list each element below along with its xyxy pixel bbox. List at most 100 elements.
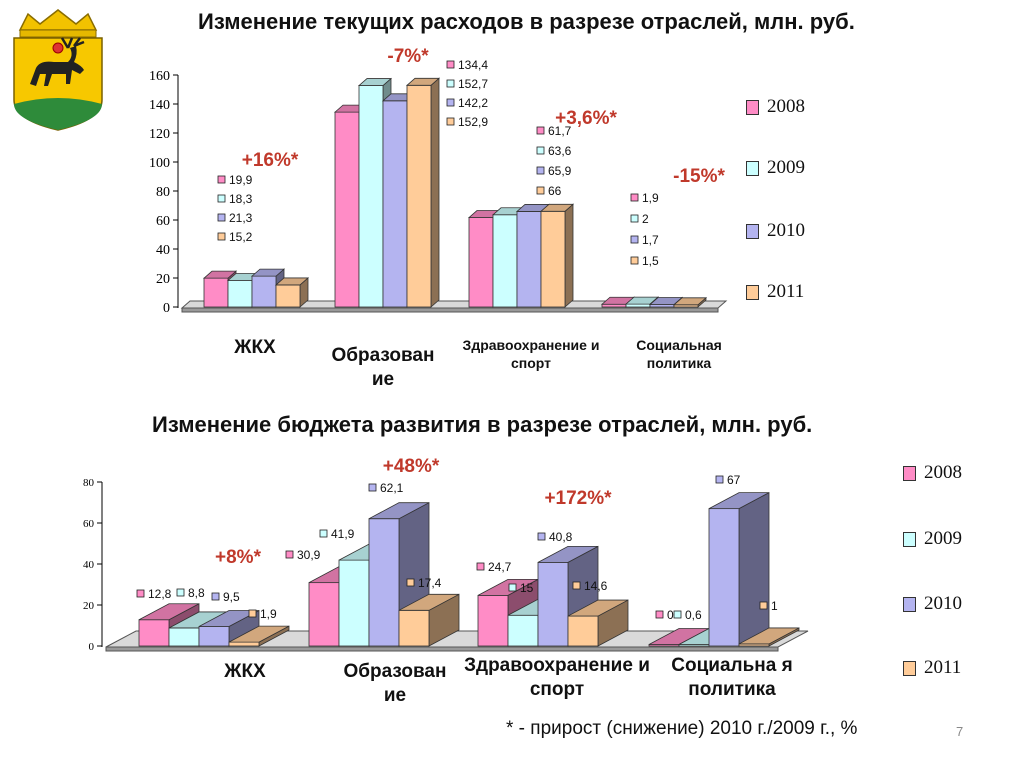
data-label: 1,9 — [642, 191, 659, 205]
data-label-marker — [508, 583, 517, 592]
chart-1-plot: 0 20 40 60 80 100 120 140 160 19,9 18,3 21,3 15,2 134… — [149, 46, 728, 316]
bar-top — [138, 603, 200, 621]
bar-top — [405, 77, 441, 86]
y-tick-label: 40 — [156, 243, 170, 258]
data-label-marker — [217, 232, 226, 241]
y-tick-label: 0 — [89, 641, 95, 653]
y-tick-label: 40 — [83, 559, 95, 571]
chart-1-category-zhkkh: ЖКХ — [234, 337, 276, 358]
bar-top — [398, 593, 460, 611]
bar — [168, 627, 200, 647]
data-label: 1,9 — [260, 607, 277, 621]
chart-2-category-zhkkh: ЖКХ — [224, 661, 266, 682]
bar-top — [537, 545, 599, 563]
data-label-marker — [759, 601, 768, 610]
data-label: 14,6 — [584, 579, 608, 593]
y-tick-label: 120 — [149, 127, 170, 142]
bar-top — [228, 625, 290, 643]
y-tick-label: 80 — [156, 185, 170, 200]
data-label: 12,8 — [148, 587, 172, 601]
legend-swatch — [746, 99, 759, 115]
footnote: * - прирост (снижение) 2010 г./2009 г., … — [506, 718, 858, 739]
data-label: 18,3 — [229, 192, 253, 206]
data-label-marker — [136, 589, 145, 598]
data-label-marker — [406, 578, 415, 587]
legend-swatch — [746, 284, 759, 300]
chart-2-legend-2008: 2008 — [903, 462, 962, 484]
change-label: -15%* — [673, 166, 725, 187]
change-label: -7%* — [387, 46, 429, 67]
bar — [468, 217, 494, 308]
data-label-marker — [446, 117, 455, 126]
bar-top — [274, 277, 310, 286]
data-label-marker — [536, 166, 545, 175]
data-label-marker — [176, 588, 185, 597]
data-label: 62,1 — [380, 481, 404, 495]
data-label-marker — [655, 610, 664, 619]
slide-number: 7 — [956, 724, 964, 739]
data-label: 1,5 — [642, 254, 659, 268]
data-label-marker — [368, 483, 377, 492]
chart-1-category-social: Социальная политика — [636, 337, 722, 371]
bar-top — [368, 502, 430, 520]
bar — [567, 615, 599, 647]
chart-2-legend-2011: 2011 — [903, 657, 961, 679]
bar-top — [672, 297, 708, 306]
y-tick-label: 100 — [149, 156, 170, 171]
data-label: 17,4 — [418, 576, 442, 590]
legend-swatch — [903, 465, 916, 481]
data-label-marker — [446, 60, 455, 69]
data-label-marker — [217, 175, 226, 184]
data-label-marker — [630, 214, 639, 223]
data-label-marker — [572, 581, 581, 590]
legend-swatch — [746, 160, 759, 176]
chart-2-title: Изменение бюджета развития в разрезе отр… — [152, 412, 813, 437]
change-label: +172%* — [544, 488, 612, 509]
data-label: 41,9 — [331, 527, 355, 541]
data-label-marker — [217, 213, 226, 222]
data-label: 19,9 — [229, 173, 253, 187]
data-label: 9,5 — [223, 590, 240, 604]
bar-top — [198, 610, 260, 627]
data-label: 21,3 — [229, 211, 253, 225]
bar — [492, 214, 518, 308]
legend-swatch — [903, 596, 916, 612]
legend-swatch — [903, 531, 916, 547]
bar — [198, 626, 230, 647]
chart-2-category-education: Образован ие — [343, 661, 447, 706]
data-label: 152,7 — [458, 77, 488, 91]
data-label-marker — [319, 529, 328, 538]
legend-swatch — [746, 223, 759, 239]
data-label-marker — [211, 592, 220, 601]
bar — [228, 641, 260, 647]
data-label: 66 — [548, 184, 562, 198]
data-label: 1,7 — [642, 233, 659, 247]
bar-top — [624, 296, 660, 305]
bar — [477, 594, 509, 647]
change-label: +48%* — [383, 456, 440, 477]
chart-2-legend-2009: 2009 — [903, 528, 962, 550]
data-label: 24,7 — [488, 560, 512, 574]
bar — [203, 277, 229, 308]
bar — [338, 559, 370, 647]
bar — [406, 84, 432, 308]
bar — [540, 210, 566, 308]
data-label-marker — [476, 562, 485, 571]
bar — [308, 582, 340, 647]
bar — [368, 518, 400, 647]
bar — [537, 561, 569, 647]
data-label-marker — [248, 609, 257, 618]
bar-top — [539, 203, 575, 212]
data-label-marker — [630, 256, 639, 265]
data-label: 1 — [771, 599, 778, 613]
data-label-marker — [537, 532, 546, 541]
chart-2-category-social: Социальна я политика — [671, 655, 793, 700]
data-label-marker — [673, 610, 682, 619]
y-tick-label: 160 — [149, 69, 170, 84]
bar — [507, 614, 539, 647]
y-tick-label: 60 — [156, 214, 170, 229]
data-label: 142,2 — [458, 96, 488, 110]
legend-label: 2010 — [924, 593, 962, 614]
data-label: 61,7 — [548, 124, 572, 138]
data-label: 65,9 — [548, 164, 572, 178]
